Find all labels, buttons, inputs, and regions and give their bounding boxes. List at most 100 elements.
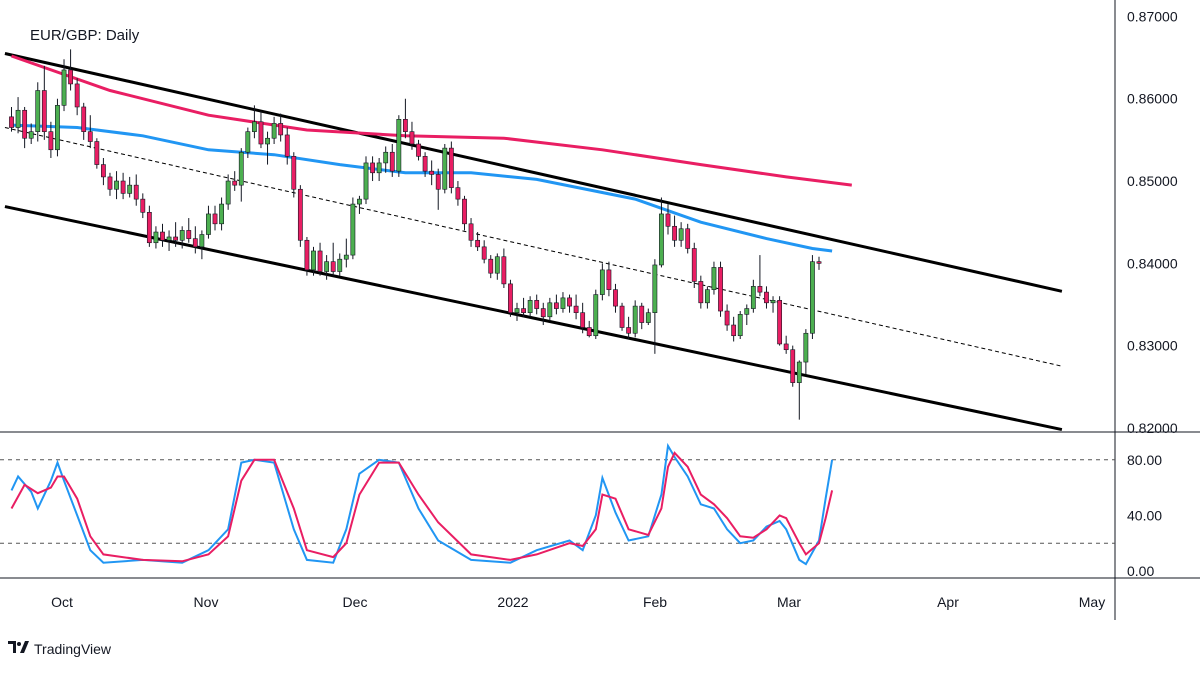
candle-down bbox=[409, 121, 415, 150]
candle-body bbox=[619, 305, 625, 328]
candle-down bbox=[140, 193, 146, 219]
candle-down bbox=[665, 204, 671, 235]
candle-down bbox=[698, 275, 704, 309]
candle-up bbox=[166, 230, 172, 251]
moving-average-layer bbox=[11, 54, 852, 253]
labels-layer: 0.87000 0.86000 0.85000 0.84000 0.83000 0.820… bbox=[51, 8, 1178, 610]
candle-up bbox=[357, 195, 362, 214]
candle-up bbox=[199, 230, 205, 260]
time-tick-label: Dec bbox=[343, 594, 368, 610]
candle-down bbox=[284, 127, 290, 165]
candle-down bbox=[501, 248, 507, 288]
candle-down bbox=[790, 345, 796, 387]
candle-body bbox=[691, 248, 697, 282]
candle-up bbox=[219, 197, 224, 231]
candle-up bbox=[376, 157, 382, 182]
candle-up bbox=[324, 255, 330, 280]
candle-body bbox=[508, 283, 513, 313]
candle-down bbox=[462, 195, 467, 231]
candle-body bbox=[173, 236, 179, 241]
candle-body bbox=[271, 123, 277, 139]
candle-body bbox=[87, 131, 93, 142]
candle-body bbox=[534, 300, 540, 309]
candle-body bbox=[665, 213, 671, 227]
candle-down bbox=[416, 139, 421, 161]
candle-body bbox=[652, 264, 658, 313]
candle-body bbox=[127, 184, 133, 194]
time-tick-label: Oct bbox=[51, 594, 73, 610]
candle-body bbox=[764, 291, 769, 304]
candle-body bbox=[416, 143, 421, 157]
brand[interactable]: TradingView bbox=[8, 640, 111, 658]
candle-body bbox=[278, 123, 284, 136]
candle-up bbox=[252, 105, 257, 139]
candle-up bbox=[645, 308, 651, 326]
candle-down bbox=[606, 261, 612, 297]
candle-up bbox=[245, 127, 251, 158]
candle-down bbox=[330, 242, 336, 276]
candle-body bbox=[586, 327, 592, 337]
chart-title: EUR/GBP: Daily bbox=[30, 27, 140, 44]
candle-down bbox=[422, 152, 428, 177]
candle-body bbox=[396, 119, 402, 172]
candle-down bbox=[232, 171, 238, 191]
candle-body bbox=[790, 349, 796, 383]
candle-body bbox=[291, 156, 297, 190]
candle-down bbox=[613, 283, 618, 313]
candle-body bbox=[120, 180, 126, 194]
candle-body bbox=[317, 250, 323, 272]
candle-body bbox=[15, 109, 21, 128]
candle-body bbox=[402, 119, 408, 132]
tradingview-logo-icon bbox=[8, 640, 30, 658]
candle-body bbox=[488, 258, 494, 274]
candle-body bbox=[442, 147, 448, 190]
candle-body bbox=[55, 105, 60, 151]
candle-body bbox=[816, 261, 822, 264]
price-tick-label: 0.86000 bbox=[1127, 91, 1178, 107]
time-tick-label: Apr bbox=[937, 594, 959, 610]
candle-down bbox=[101, 157, 106, 186]
candle-down bbox=[107, 172, 113, 196]
candle-up bbox=[28, 123, 34, 144]
candle-up bbox=[206, 205, 211, 239]
candle-body bbox=[540, 308, 546, 318]
candle-down bbox=[389, 144, 395, 177]
candle-body bbox=[389, 151, 395, 172]
candle-up bbox=[704, 286, 710, 309]
candle-body bbox=[311, 250, 316, 271]
candle-body bbox=[573, 305, 579, 313]
candle-up bbox=[225, 174, 231, 210]
candle-body bbox=[462, 198, 467, 225]
candle-down bbox=[553, 294, 559, 315]
candle-body bbox=[199, 234, 205, 248]
candle-down bbox=[816, 256, 822, 270]
candle-body bbox=[810, 261, 815, 334]
candle-down bbox=[586, 320, 592, 338]
candle-down bbox=[317, 242, 323, 276]
candle-body bbox=[114, 180, 119, 190]
candle-body bbox=[304, 239, 310, 271]
candle-body bbox=[750, 286, 756, 309]
candle-up bbox=[652, 259, 658, 354]
candle-up bbox=[363, 156, 369, 205]
candle-up bbox=[114, 171, 119, 200]
candle-down bbox=[258, 111, 264, 149]
candle-body bbox=[481, 246, 487, 260]
candle-body bbox=[672, 225, 677, 241]
stochastic-tick-label: 40.00 bbox=[1127, 507, 1162, 523]
candle-down bbox=[297, 185, 303, 247]
candle-down bbox=[580, 302, 586, 334]
candle-down bbox=[783, 335, 789, 354]
candle-down bbox=[87, 115, 93, 149]
stochastic-tick-label: 80.00 bbox=[1127, 452, 1162, 468]
brand-name: TradingView bbox=[34, 641, 112, 657]
candle-body bbox=[350, 203, 356, 256]
candle-up bbox=[737, 311, 743, 340]
candle-body bbox=[179, 230, 185, 241]
candle-body bbox=[632, 305, 638, 334]
candle-down bbox=[186, 218, 192, 243]
candle-body bbox=[501, 256, 507, 285]
candle-body bbox=[724, 310, 730, 326]
candle-body bbox=[160, 231, 165, 241]
